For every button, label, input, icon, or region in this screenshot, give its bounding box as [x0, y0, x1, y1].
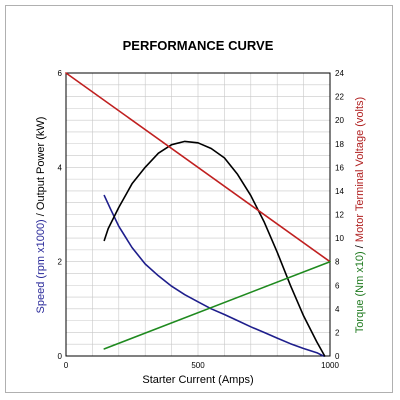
torque-line — [103, 260, 331, 350]
right-axis-label: Torque (Nm x10) / Motor Terminal Voltage… — [354, 97, 366, 333]
chart-frame — [5, 5, 393, 393]
right-axis-label-voltage: Motor Terminal Voltage (volts) — [354, 97, 366, 242]
plot-area-border — [65, 72, 331, 357]
output-power-curve — [103, 140, 326, 357]
right-axis-label-torque: Torque (Nm x10) — [354, 251, 366, 333]
left-axis-label-speed: Speed (rpm x1000) — [35, 219, 47, 313]
x-tick-label: 1000 — [321, 361, 339, 370]
x-tick-label: 500 — [191, 361, 205, 370]
chart-title: PERFORMANCE CURVE — [123, 38, 274, 53]
right-tick-label: 20 — [335, 116, 344, 125]
right-tick-label: 4 — [335, 305, 340, 314]
left-axis-label-slash: / — [35, 212, 47, 216]
right-tick-label: 24 — [335, 69, 344, 78]
left-tick-label: 6 — [58, 69, 63, 78]
x-axis-label: Starter Current (Amps) — [142, 374, 253, 386]
right-tick-label: 14 — [335, 187, 344, 196]
right-tick-label: 2 — [335, 328, 340, 337]
left-tick-label: 2 — [58, 258, 63, 267]
motor-terminal-voltage-line — [65, 72, 331, 263]
right-tick-label: 18 — [335, 140, 344, 149]
left-axis-label: Speed (rpm x1000) / Output Power (kW) — [35, 117, 47, 314]
left-axis-label-power: Output Power (kW) — [35, 117, 47, 211]
right-tick-label: 22 — [335, 93, 344, 102]
grid — [66, 73, 330, 356]
right-axis-label-slash: / — [354, 244, 366, 248]
right-tick-label: 10 — [335, 234, 344, 243]
right-tick-label: 16 — [335, 163, 344, 172]
right-tick-label: 0 — [335, 352, 340, 361]
speed-curve — [103, 194, 325, 357]
right-tick-label: 12 — [335, 211, 344, 220]
right-tick-label: 6 — [335, 281, 340, 290]
left-tick-label: 0 — [58, 352, 63, 361]
x-tick-label: 0 — [64, 361, 69, 370]
series-layer — [65, 72, 331, 357]
left-tick-label: 4 — [58, 163, 63, 172]
right-tick-label: 8 — [335, 258, 340, 267]
